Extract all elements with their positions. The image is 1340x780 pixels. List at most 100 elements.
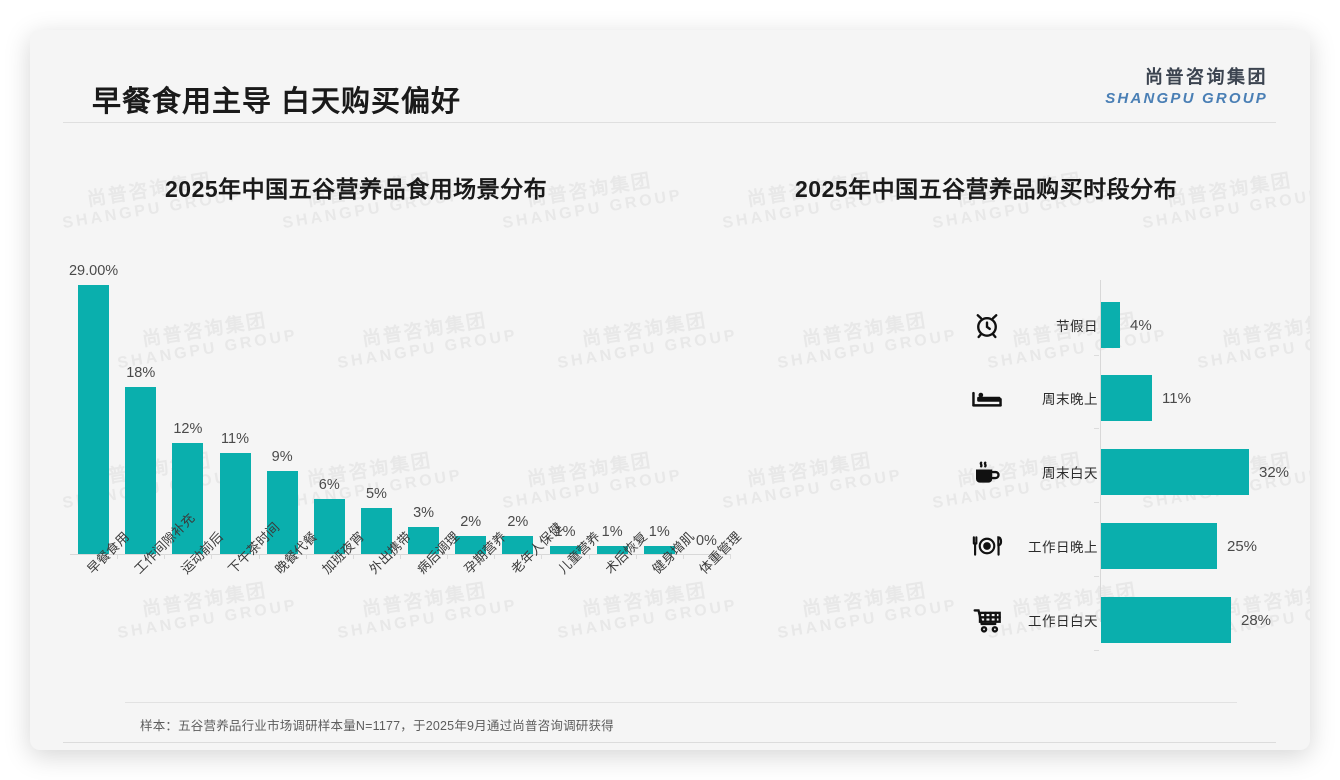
vertical-bar[interactable]: 0% [691,533,722,555]
horizontal-bar-value-label: 4% [1130,316,1152,334]
horizontal-bar-value-label: 28% [1241,611,1272,629]
horizontal-bar-value-label: 25% [1227,537,1258,555]
vertical-bar[interactable]: 6% [313,477,345,555]
horizontal-bar-fill [1101,523,1217,569]
vertical-bar[interactable]: 12% [172,421,204,555]
horizontal-chart-category-label: 工作日白天 [1028,614,1098,629]
vertical-bar-fill [596,546,628,555]
logo-chinese-text: 尚普咨询集团 [1145,67,1268,87]
horizontal-chart-axis [1100,280,1101,622]
axis-tick [400,554,401,559]
coffee-cup-icon [970,455,1004,489]
vertical-bar[interactable]: 11% [219,431,251,555]
horizontal-bar-row[interactable]: 工作日白天 28% [950,590,1280,650]
axis-tick [636,554,637,559]
slide-card: 尚普咨询集团 SHANGPU GROUP 尚普咨询集团 SHANGPU GROUP 尚普… [30,30,1310,750]
horizontal-chart-category-label: 周末白天 [1042,466,1098,481]
vertical-bar[interactable]: 18% [125,365,157,555]
vertical-bar-value-label: 6% [318,477,340,493]
logo-english-text: SHANGPU GROUP [1105,90,1268,107]
vertical-bar-value-label: 2% [507,514,529,530]
vertical-bar-fill [266,471,298,555]
vertical-bar-fill [172,443,204,555]
shopping-cart-icon [970,603,1004,637]
axis-tick [117,554,118,559]
vertical-bar-value-label: 18% [126,365,156,381]
page-title: 早餐食用主导 白天购买偏好 [92,86,462,118]
vertical-bar-fill [455,536,487,555]
slide-header: 早餐食用主导 白天购买偏好 尚普咨询集团 SHANGPU GROUP [30,30,1310,120]
axis-tick [541,554,542,559]
axis-tick [683,554,684,559]
horizontal-bar-row[interactable]: 工作日晚上 25% [950,516,1280,576]
sample-footnote: 样本：五谷营养品行业市场调研样本量N=1177，于2025年9月通过尚普咨询调研… [140,719,614,733]
right-chart-title: 2025年中国五谷营养品购买时段分布 [795,176,1178,202]
vertical-bar-fill [313,499,345,555]
horizontal-bar-row[interactable]: 周末白天 32% [950,442,1289,502]
vertical-bar[interactable]: 1% [643,524,675,555]
axis-tick [1094,428,1099,429]
horizontal-chart-ticks [1094,280,1100,651]
horizontal-bar-value-label: 11% [1162,389,1191,407]
vertical-bar-value-label: 2% [460,514,482,530]
axis-tick [447,554,448,559]
vertical-bar-value-label: 29.00% [68,263,119,279]
vertical-bar[interactable]: 2% [502,514,534,555]
vertical-bar-value-label: 11% [221,431,249,447]
vertical-bar[interactable]: 5% [360,486,392,555]
vertical-bar-value-label: 1% [601,524,623,540]
vertical-bar[interactable]: 29.00% [69,263,118,555]
horizontal-bar-row[interactable]: 周末晚上 11% [950,368,1280,428]
vertical-chart-ticks [70,554,731,560]
vertical-bar-fill [408,527,440,555]
vertical-bar-value-label: 1% [554,524,576,540]
bed-icon [970,381,1004,415]
axis-tick [1094,355,1099,356]
vertical-bar-fill [643,546,675,555]
usage-scenario-bar-chart: 29.00% 18% 12% 11% 9% 6% 5% 3% 2% 2% 1% 1% 1% 0% [69,263,730,555]
vertical-bar[interactable]: 3% [408,505,440,555]
vertical-bar[interactable]: 1% [596,524,628,555]
axis-tick [211,554,212,559]
horizontal-bar-fill [1101,449,1249,495]
dining-plate-icon [970,529,1004,563]
left-chart-title: 2025年中国五谷营养品食用场景分布 [165,176,548,202]
vertical-bar-fill [219,453,251,555]
vertical-bar-fill [78,285,110,555]
axis-tick [730,554,731,559]
axis-tick [589,554,590,559]
horizontal-bar-fill [1101,375,1152,421]
axis-tick [1094,502,1099,503]
vertical-bar-value-label: 9% [271,449,293,465]
axis-tick [353,554,354,559]
vertical-bar-value-label: 3% [413,505,435,521]
horizontal-chart-category-label: 节假日 [1056,319,1098,334]
vertical-bar-fill [502,536,534,555]
horizontal-bar-fill [1101,302,1120,348]
axis-tick [494,554,495,559]
footnote-divider [125,702,1237,703]
vertical-bar[interactable]: 1% [549,524,581,555]
horizontal-bar-row[interactable]: 节假日 4% [950,295,1280,355]
brand-logo: 尚普咨询集团 SHANGPU GROUP [1105,63,1268,107]
alarm-clock-icon [970,308,1004,342]
axis-tick [1094,650,1099,651]
axis-tick [1094,576,1099,577]
horizontal-bar-value-label: 32% [1259,463,1290,481]
vertical-bar-value-label: 0% [695,533,717,549]
horizontal-chart-category-label: 工作日晚上 [1028,540,1098,555]
vertical-bar-fill [360,508,392,555]
vertical-bar-fill [125,387,157,555]
axis-tick [259,554,260,559]
header-divider [63,122,1276,123]
charts-area: 2025年中国五谷营养品食用场景分布 2025年中国五谷营养品购买时段分布 29… [30,30,1310,750]
vertical-bar-fill [549,546,581,555]
vertical-bar-value-label: 5% [365,486,387,502]
axis-tick [164,554,165,559]
vertical-bar[interactable]: 9% [266,449,298,555]
axis-tick [306,554,307,559]
horizontal-chart-category-label: 周末晚上 [1042,392,1098,407]
vertical-bar-value-label: 1% [648,524,670,540]
horizontal-bar-fill [1101,597,1231,643]
vertical-bar[interactable]: 2% [455,514,487,555]
